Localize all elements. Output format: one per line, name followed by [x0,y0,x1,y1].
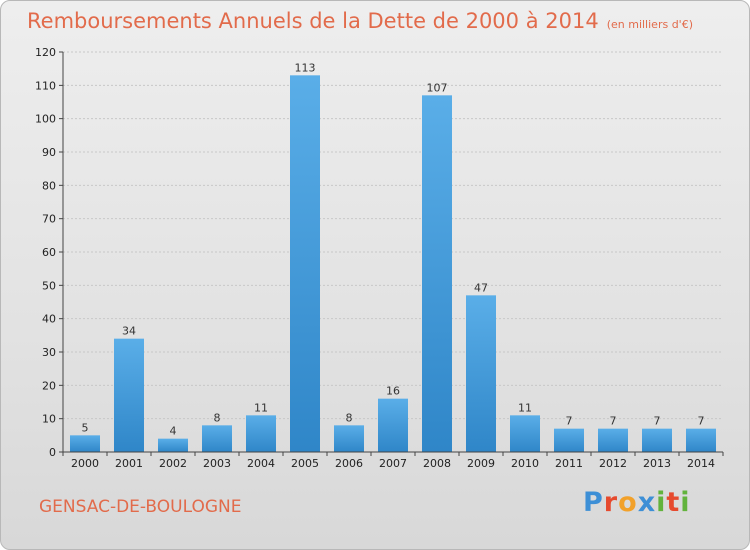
y-axis-ticks: 0 10 20 30 40 50 60 70 80 90 100 110 120 [35,46,63,459]
value-label: 8 [214,411,221,424]
value-label: 7 [610,415,617,428]
value-labels: 5 34 4 8 11 113 8 16 107 47 11 7 7 7 7 [82,61,705,437]
x-tick-label: 2005 [291,457,319,470]
logo-letter: r [603,487,619,518]
y-tick-label: 60 [42,246,56,259]
value-label: 11 [518,401,532,414]
bar [246,415,276,452]
value-label: 107 [427,81,448,94]
bar [114,338,144,452]
y-tick-label: 120 [35,46,56,59]
bar [158,438,188,452]
chart-subtitle: (en milliers d'€) [606,18,693,31]
bar [510,415,540,452]
x-tick-label: 2002 [159,457,187,470]
x-tick-label: 2010 [511,457,539,470]
y-tick-label: 80 [42,179,56,192]
logo-letter: x [637,487,657,518]
chart-title-text: Remboursements Annuels de la Dette de 20… [27,9,599,33]
x-tick-label: 2008 [423,457,451,470]
x-tick-label: 2004 [247,457,275,470]
x-axis-ticks: 2000 2001 2002 2003 2004 2005 2006 2007 2008 2009… [62,452,724,470]
bar [422,95,452,452]
value-label: 16 [386,385,400,398]
x-tick-label: 2007 [379,457,407,470]
value-label: 7 [654,415,661,428]
proxiti-logo: Proxiti [583,487,691,518]
y-tick-label: 50 [42,279,56,292]
value-label: 4 [170,425,177,438]
bar [598,428,628,452]
bar [334,425,364,452]
value-label: 8 [346,411,353,424]
bar [70,435,100,452]
bars [70,75,716,452]
x-tick-label: 2003 [203,457,231,470]
y-tick-label: 70 [42,213,56,226]
logo-letter: i [680,487,691,518]
bar [554,428,584,452]
chart-title: Remboursements Annuels de la Dette de 20… [27,9,693,33]
x-tick-label: 2006 [335,457,363,470]
value-label: 7 [698,415,705,428]
bar [642,428,672,452]
bar [466,295,496,452]
logo-letter: P [583,487,604,518]
bar [202,425,232,452]
y-tick-label: 40 [42,313,56,326]
grid-lines [63,51,723,420]
logo-letter: t [666,487,681,518]
value-label: 5 [82,421,89,434]
bar [290,75,320,452]
y-tick-label: 0 [49,446,56,459]
x-tick-label: 2014 [687,457,715,470]
bar [378,398,408,452]
y-tick-label: 90 [42,146,56,159]
y-tick-label: 110 [35,79,56,92]
logo-letter: i [656,487,667,518]
value-label: 34 [122,325,136,338]
y-tick-label: 10 [42,413,56,426]
x-tick-label: 2001 [115,457,143,470]
x-tick-label: 2000 [71,457,99,470]
value-label: 113 [295,61,316,74]
logo-letter: o [618,487,638,518]
value-label: 11 [254,401,268,414]
bar [686,428,716,452]
value-label: 7 [566,415,573,428]
y-tick-label: 20 [42,379,56,392]
y-tick-label: 30 [42,346,56,359]
x-tick-label: 2009 [467,457,495,470]
y-tick-label: 100 [35,113,56,126]
x-tick-label: 2011 [555,457,583,470]
x-tick-label: 2013 [643,457,671,470]
commune-name: GENSAC-DE-BOULOGNE [39,497,242,517]
value-label: 47 [474,281,488,294]
x-tick-label: 2012 [599,457,627,470]
